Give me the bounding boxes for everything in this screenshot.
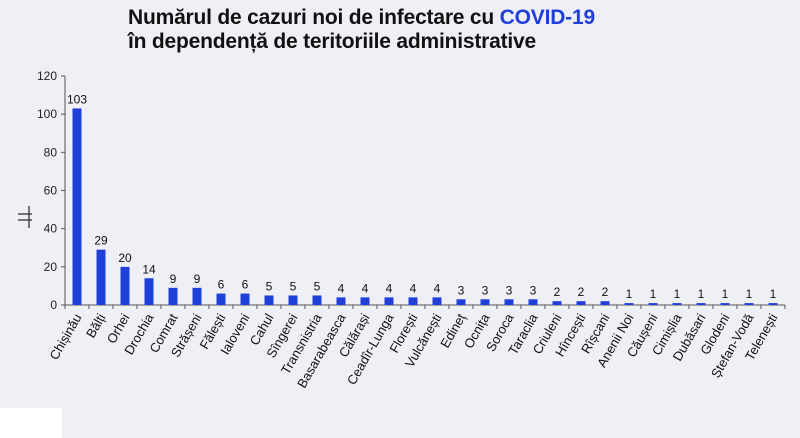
data-label: 4 — [362, 281, 369, 295]
bar — [408, 297, 418, 305]
data-label: 14 — [142, 262, 156, 276]
data-label: 6 — [218, 278, 225, 292]
y-tick-label: 120 — [37, 69, 57, 83]
chart-title: Numărul de cazuri noi de infectare cu CO… — [128, 6, 595, 54]
data-label: 1 — [674, 287, 681, 301]
bar — [264, 295, 274, 305]
bar — [504, 299, 514, 305]
title-highlight: COVID-19 — [499, 6, 595, 29]
bar — [120, 266, 130, 305]
bar — [312, 295, 322, 305]
title-prefix: Numărul de cazuri noi de infectare cu — [128, 6, 500, 29]
data-label: 2 — [554, 285, 561, 299]
bar — [216, 293, 226, 305]
data-label: 2 — [578, 285, 585, 299]
bar — [576, 301, 586, 305]
data-label: 4 — [338, 281, 345, 295]
data-label: 1 — [698, 287, 705, 301]
data-label: 1 — [626, 287, 633, 301]
bar — [288, 295, 298, 305]
bar — [624, 303, 634, 305]
category-label: Chișinău — [46, 311, 84, 362]
data-label: 2 — [602, 285, 609, 299]
bar — [480, 299, 490, 305]
data-label: 3 — [530, 283, 537, 297]
y-tick-label: 60 — [44, 184, 58, 198]
bar — [432, 297, 442, 305]
bar — [552, 301, 562, 305]
data-label: 4 — [434, 281, 441, 295]
bar — [696, 303, 706, 305]
corner-patch — [0, 408, 62, 438]
bar — [144, 278, 154, 305]
data-label: 5 — [290, 279, 297, 293]
bar — [744, 303, 754, 305]
bar — [600, 301, 610, 305]
data-label: 1 — [722, 287, 729, 301]
y-tick-label: 100 — [37, 107, 57, 121]
bar — [336, 297, 346, 305]
y-tick-label: 40 — [44, 222, 58, 236]
y-tick-label: 20 — [44, 260, 58, 274]
data-label: 5 — [314, 279, 321, 293]
y-tick-label: 80 — [44, 145, 58, 159]
chart-title-line-2: în dependență de teritoriile administrat… — [128, 30, 536, 53]
data-label: 3 — [482, 283, 489, 297]
data-label: 1 — [770, 287, 777, 301]
data-label: 5 — [266, 279, 273, 293]
data-label: 20 — [118, 251, 132, 265]
bar — [192, 287, 202, 305]
data-label: 4 — [386, 281, 393, 295]
data-label: 103 — [67, 92, 87, 106]
data-label: 1 — [650, 287, 657, 301]
chart-title-line-1: Numărul de cazuri noi de infectare cu CO… — [128, 6, 595, 30]
data-label: 3 — [506, 283, 513, 297]
data-label: 1 — [746, 287, 753, 301]
bar — [168, 287, 178, 305]
bar — [528, 299, 538, 305]
data-label: 9 — [170, 272, 177, 286]
bar — [648, 303, 658, 305]
y-tick-label: 0 — [50, 298, 57, 312]
bar — [72, 108, 82, 305]
bar — [720, 303, 730, 305]
data-label: 4 — [410, 281, 417, 295]
bar — [96, 249, 106, 305]
data-label: 9 — [194, 272, 201, 286]
bar — [360, 297, 370, 305]
bar — [240, 293, 250, 305]
data-label: 6 — [242, 278, 249, 292]
bar — [768, 303, 778, 305]
bar — [456, 299, 466, 305]
bar — [384, 297, 394, 305]
data-label: 29 — [94, 234, 108, 248]
data-label: 3 — [458, 283, 465, 297]
bar — [672, 303, 682, 305]
